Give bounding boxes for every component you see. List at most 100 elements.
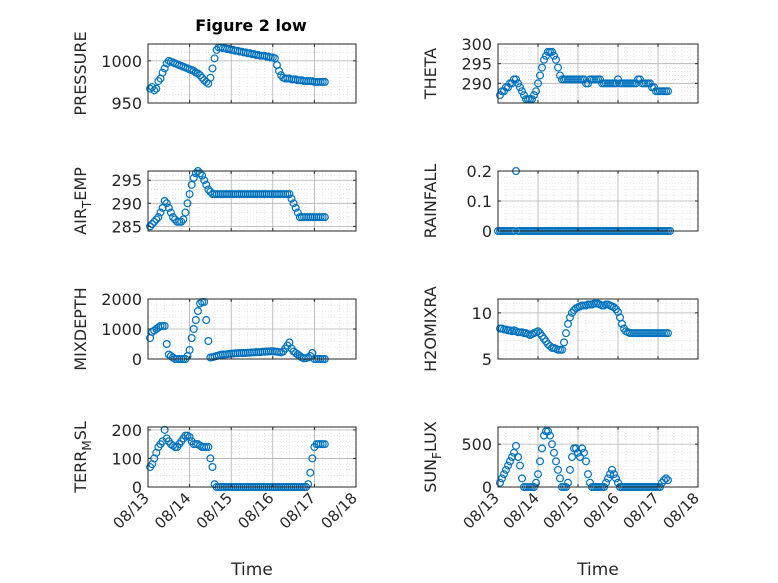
data-point	[551, 457, 560, 466]
subplot-mixdepth: 0 1000 2000 MIXDEPTH	[71, 287, 357, 371]
data-point	[565, 313, 574, 322]
data-point	[663, 87, 672, 96]
y-axis-label-main: H2OMIXRA	[421, 286, 440, 372]
data-point	[189, 66, 198, 75]
data-point	[611, 79, 620, 88]
data-point	[164, 203, 173, 212]
data-point	[565, 465, 574, 474]
y-axis-label-main: RAINFALL	[421, 164, 440, 239]
data-point	[320, 77, 329, 86]
data-point	[508, 453, 517, 462]
y-tick-label: 0	[132, 478, 142, 497]
data-point	[306, 468, 315, 477]
data-point	[577, 444, 586, 453]
data-point	[511, 441, 520, 450]
data-point	[539, 55, 548, 64]
data-point	[515, 461, 524, 470]
data-point	[162, 340, 171, 349]
data-point	[162, 199, 171, 208]
y-axis-label-main: TERR	[71, 451, 90, 494]
data-point	[204, 185, 213, 194]
y-tick-label: 0.2	[467, 162, 492, 181]
data-point	[561, 329, 570, 338]
data-point	[571, 444, 580, 453]
data-point	[206, 454, 215, 463]
data-point	[152, 215, 161, 224]
data-point	[663, 476, 672, 485]
data-point	[557, 345, 566, 354]
y-axis-label-main: MIXDEPTH	[71, 287, 90, 370]
figure-title: Figure 2 low	[195, 16, 307, 35]
data-point	[553, 63, 562, 72]
data-point	[663, 329, 672, 338]
data-point	[308, 454, 317, 463]
data-point	[187, 180, 196, 189]
data-point	[613, 307, 622, 316]
y-tick-label: 295	[111, 171, 142, 190]
data-point	[545, 431, 554, 440]
axes-background	[498, 427, 698, 487]
data-point	[291, 203, 300, 212]
series-theta	[496, 47, 672, 104]
axes-box	[497, 43, 699, 104]
data-point	[198, 73, 207, 82]
axes-box	[497, 426, 699, 488]
y-axis-label-main: PRESSURE	[71, 31, 90, 115]
data-point	[531, 478, 540, 487]
data-point	[202, 316, 211, 325]
axes-box	[147, 43, 357, 104]
data-point	[275, 66, 284, 75]
data-point	[187, 334, 196, 343]
data-point	[555, 474, 564, 483]
data-point	[583, 470, 592, 479]
axes-box	[147, 170, 357, 232]
y-tick-label: 300	[461, 35, 492, 54]
data-point	[537, 444, 546, 453]
data-point	[500, 470, 509, 479]
data-point	[320, 440, 329, 449]
data-point	[553, 465, 562, 474]
data-point	[158, 68, 167, 77]
data-point	[515, 83, 524, 92]
y-axis-label: MIXDEPTH	[71, 287, 90, 370]
data-point	[160, 322, 169, 331]
data-point	[304, 480, 313, 489]
data-point	[531, 87, 540, 96]
data-point	[609, 303, 618, 312]
data-point	[559, 338, 568, 347]
data-point	[160, 64, 169, 73]
y-axis-label: TERRMSL	[71, 421, 94, 494]
data-point	[511, 75, 520, 84]
data-point	[533, 470, 542, 479]
data-point	[196, 299, 205, 308]
data-point	[196, 71, 205, 80]
data-point	[206, 73, 215, 82]
data-point	[601, 478, 610, 487]
data-point	[185, 190, 194, 199]
data-point	[204, 337, 213, 346]
data-point	[320, 213, 329, 222]
data-point	[529, 91, 538, 100]
data-point	[189, 173, 198, 182]
data-point	[183, 431, 192, 440]
data-point	[293, 208, 302, 217]
y-axis-label: AIRTEMP	[71, 167, 94, 235]
data-point	[585, 478, 594, 487]
data-point	[575, 453, 584, 462]
data-point	[533, 327, 542, 336]
data-point	[573, 448, 582, 457]
y-tick-label: 500	[461, 435, 492, 454]
series-h2omixra	[496, 299, 672, 354]
y-tick-label: 5	[482, 350, 492, 369]
data-point	[160, 425, 169, 434]
subplot-air_temp: 285 290 295 AIRTEMP	[71, 167, 357, 236]
data-point	[198, 171, 207, 180]
data-point	[659, 476, 668, 485]
data-point	[148, 220, 157, 229]
data-point	[166, 208, 175, 217]
subplot-pressure: 950 1000 PRESSURE	[71, 31, 357, 116]
y-tick-label: 100	[111, 449, 142, 468]
data-point	[535, 71, 544, 80]
data-point	[502, 465, 511, 474]
data-point	[193, 69, 202, 78]
